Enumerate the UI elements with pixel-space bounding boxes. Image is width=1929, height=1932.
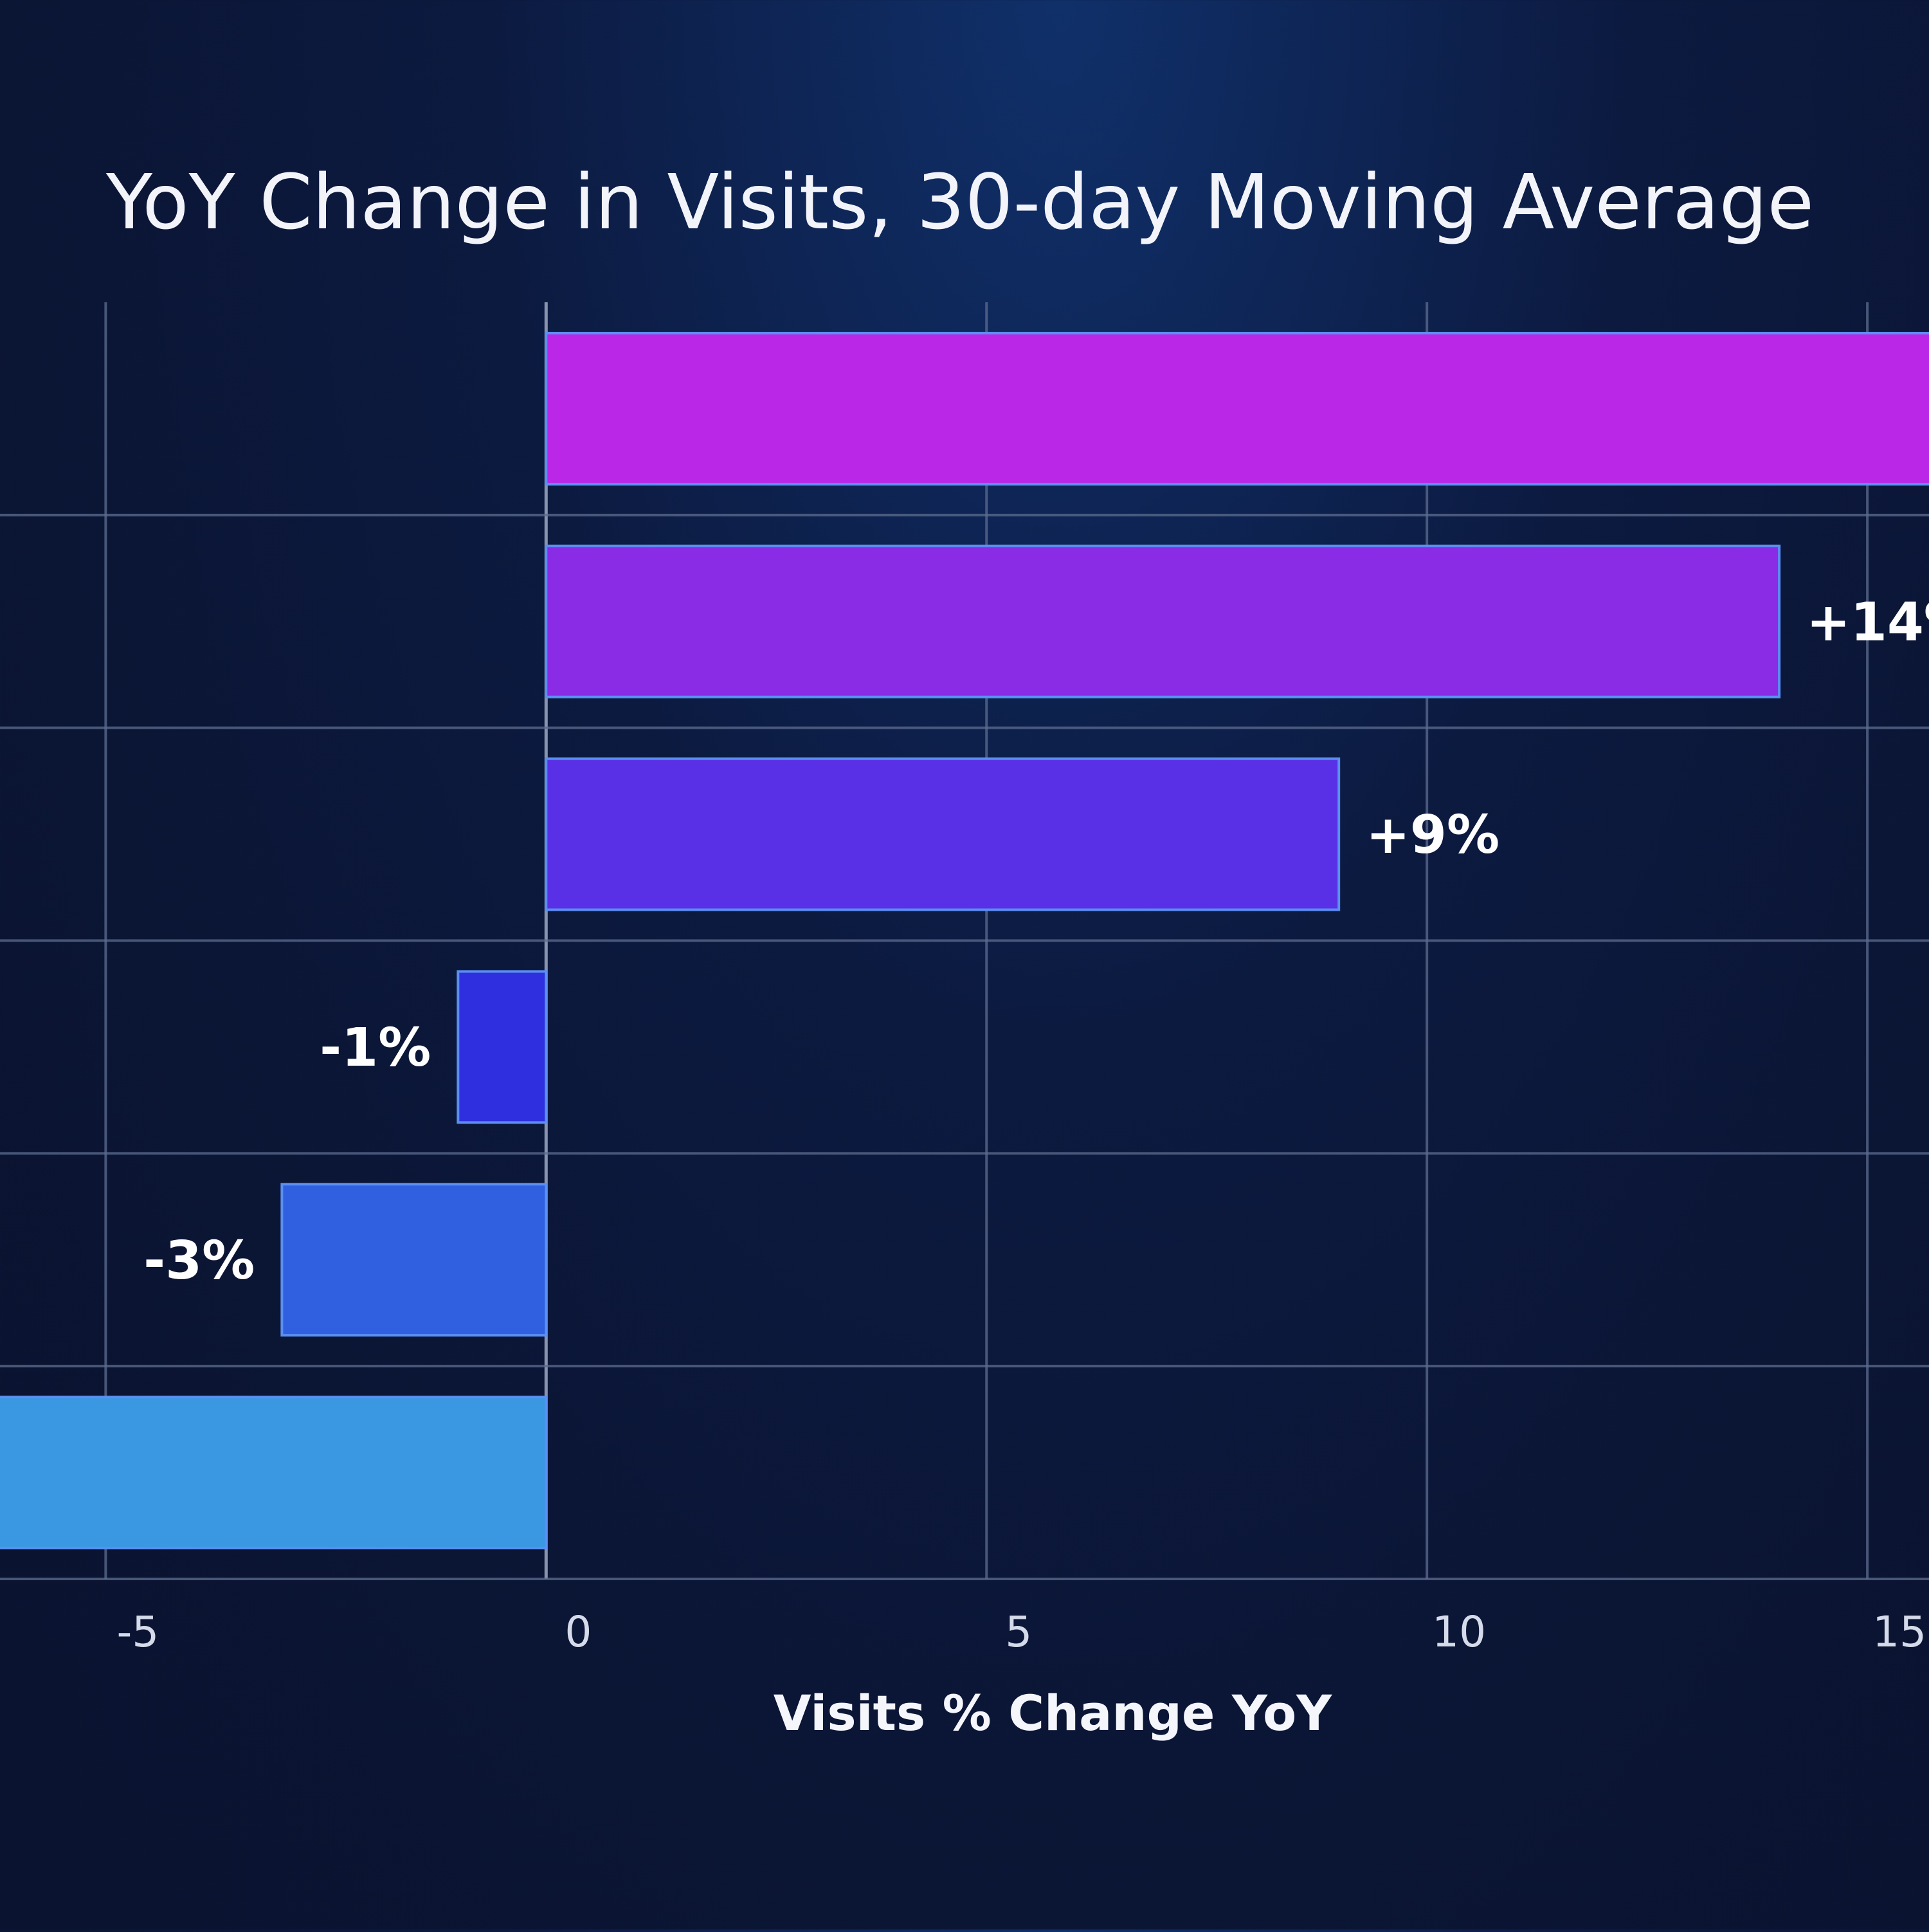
x-axis-title: Visits % Change YoY: [774, 1684, 1332, 1742]
bar: [458, 971, 546, 1122]
x-tick-label: 0: [565, 1607, 592, 1657]
x-axis-ticks: -5 0 5 10 15: [116, 1607, 1926, 1657]
chart-title: YoY Change in Visits, 30-day Moving Aver…: [105, 158, 1814, 246]
chart-container: YoY Change in Visits, 30-day Moving Aver…: [0, 0, 1929, 1929]
bar: [546, 333, 1929, 484]
bar-data-label: -1%: [320, 1017, 431, 1079]
bar-data-label: -3%: [143, 1230, 255, 1291]
bar: [282, 1184, 546, 1335]
bar-data-label: +9%: [1366, 805, 1499, 866]
grid: [0, 302, 1929, 1579]
bar: [546, 546, 1779, 697]
x-tick-label: 10: [1432, 1607, 1486, 1657]
bar: [0, 1397, 546, 1548]
x-tick-label: -5: [116, 1607, 159, 1657]
x-tick-label: 5: [1005, 1607, 1032, 1657]
bar-chart: YoY Change in Visits, 30-day Moving Aver…: [0, 0, 1929, 1929]
x-tick-label: 15: [1872, 1607, 1926, 1657]
bar: [546, 759, 1339, 910]
bar-data-label: +14%: [1806, 592, 1929, 653]
